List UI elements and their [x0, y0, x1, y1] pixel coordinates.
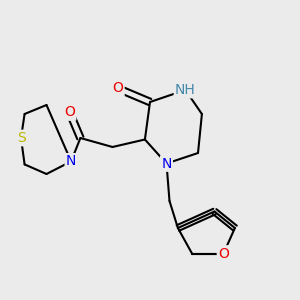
Text: NH: NH: [175, 83, 196, 97]
Text: N: N: [66, 154, 76, 168]
Text: N: N: [161, 157, 172, 170]
Text: O: O: [64, 106, 75, 119]
Text: O: O: [218, 247, 229, 260]
Text: O: O: [112, 82, 123, 95]
Text: S: S: [16, 131, 26, 145]
